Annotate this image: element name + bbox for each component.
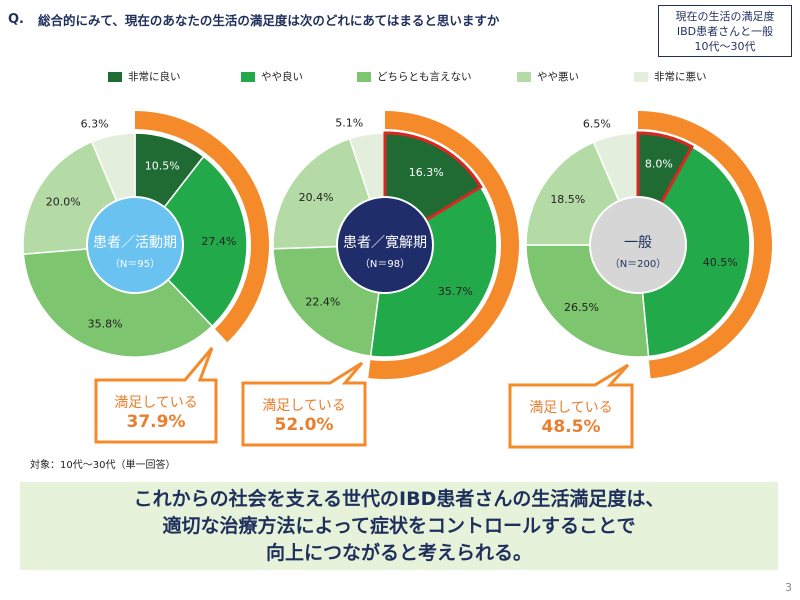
legend-label: やや良い (261, 71, 303, 83)
pie-slice (22, 244, 213, 358)
legend-swatch (517, 71, 531, 82)
conclusion-line-2: 適切な治療方法によって症状をコントロールすることで (162, 514, 636, 537)
satisfied-callout (94, 347, 218, 444)
legend-label: どちらとも言えない (377, 71, 472, 83)
footnote: 対象：10代～30代（単一回答） (30, 460, 176, 471)
center-circle (336, 196, 434, 294)
legend-label: 非常に悪い (654, 71, 707, 83)
legend-swatch (357, 71, 371, 82)
callout-text-3: 満足している 48.5% (512, 397, 630, 437)
satisfied-arc (638, 111, 772, 379)
data-label: 27.4% (201, 235, 236, 248)
center-label: 患者／寛解期 (343, 234, 427, 251)
callout-value: 52.0% (274, 415, 334, 435)
data-label: 6.5% (583, 118, 611, 131)
legend-swatch (108, 71, 122, 82)
callout-label: 満足している (262, 398, 346, 414)
donut-chart-1: 患者／活動期 （N＝95） 10.5% 27.4% 35.8% 20.0% 6.3% (22, 111, 269, 444)
data-label: 16.3% (409, 166, 444, 179)
scope-line-1: 現在の生活の満足度 (675, 9, 775, 23)
legend-item: やや良い (241, 69, 357, 84)
highlight-border (636, 131, 694, 246)
legend-swatch (241, 71, 255, 82)
conclusion-box: これからの社会を支える世代のIBD患者さんの生活満足度は、 適切な治療方法によっ… (20, 482, 778, 570)
page-number: 3 (785, 581, 792, 594)
legend-label: 非常に良い (128, 71, 181, 83)
question-mark: Q. (8, 11, 24, 27)
legend-label: やや悪い (537, 71, 579, 83)
center-sub: （N＝200） (610, 258, 667, 270)
scope-line-2: IBD患者さんと一般 (676, 24, 774, 38)
data-label: 40.5% (703, 256, 738, 269)
center-circle (589, 196, 687, 294)
data-label: 18.5% (550, 193, 585, 206)
donut-charts: 患者／活動期 （N＝95） 10.5% 27.4% 35.8% 20.0% 6.3% 患者／寛… (22, 111, 772, 449)
donut-chart-3: 一般 （N＝200） 8.0% 40.5% 26.5% 18.5% 6.5% (508, 111, 772, 449)
highlight-border (383, 131, 483, 248)
callout-label: 満足している (529, 400, 613, 416)
question-text: 総合的にみて、現在のあなたの生活の満足度は次のどれにあてはまると思いますか (38, 12, 500, 28)
data-label: 35.8% (88, 317, 123, 330)
conclusion-line-1: これからの社会を支える世代のIBD患者さんの生活満足度は、 (133, 487, 665, 510)
callout-value: 37.9% (126, 412, 186, 432)
data-label: 10.5% (145, 160, 180, 173)
center-label: 一般 (624, 235, 652, 251)
satisfied-callout (241, 361, 367, 447)
satisfied-arc (368, 111, 520, 379)
donut-chart-2: 患者／寛解期 （N＝98） 16.3% 35.7% 22.4% 20.4% 5.1% (241, 111, 520, 447)
data-label: 20.4% (299, 191, 334, 204)
callout-text-2: 満足している 52.0% (245, 395, 363, 435)
legend: 非常に良い やや良い どちらとも言えない やや悪い 非常に悪い (108, 69, 744, 84)
legend-item: 非常に良い (108, 69, 241, 84)
data-label: 5.1% (335, 117, 363, 130)
legend-swatch (634, 71, 648, 82)
data-label: 35.7% (438, 285, 473, 298)
pie-slice (637, 146, 751, 358)
data-label: 20.0% (46, 195, 81, 208)
data-label: 8.0% (645, 158, 673, 171)
legend-item: どちらとも言えない (357, 69, 517, 84)
data-label: 22.4% (305, 295, 340, 308)
callout-value: 48.5% (541, 417, 601, 437)
center-sub: （N＝95） (110, 258, 160, 270)
scope-line-3: 10代～30代 (694, 39, 756, 53)
center-label: 患者／活動期 (93, 235, 177, 251)
legend-item: やや悪い (517, 69, 634, 84)
callout-text-1: 満足している 37.9% (98, 392, 214, 432)
callout-label: 満足している (114, 395, 198, 411)
data-label: 26.5% (564, 301, 599, 314)
satisfied-callout (508, 363, 634, 449)
chart-scope-box: 現在の生活の満足度 IBD患者さんと一般 10代～30代 (658, 5, 792, 57)
question-header: Q. 総合的にみて、現在のあなたの生活の満足度は次のどれにあてはまると思いますか (8, 8, 648, 30)
satisfied-arc (135, 111, 269, 343)
pie-slice (134, 155, 248, 327)
data-label: 6.3% (81, 117, 109, 130)
pie-slice (369, 186, 498, 358)
center-sub: （N＝98） (360, 258, 410, 270)
center-circle (86, 196, 184, 294)
conclusion-line-3: 向上につながると考えられる。 (265, 541, 532, 564)
legend-item: 非常に悪い (634, 69, 744, 84)
